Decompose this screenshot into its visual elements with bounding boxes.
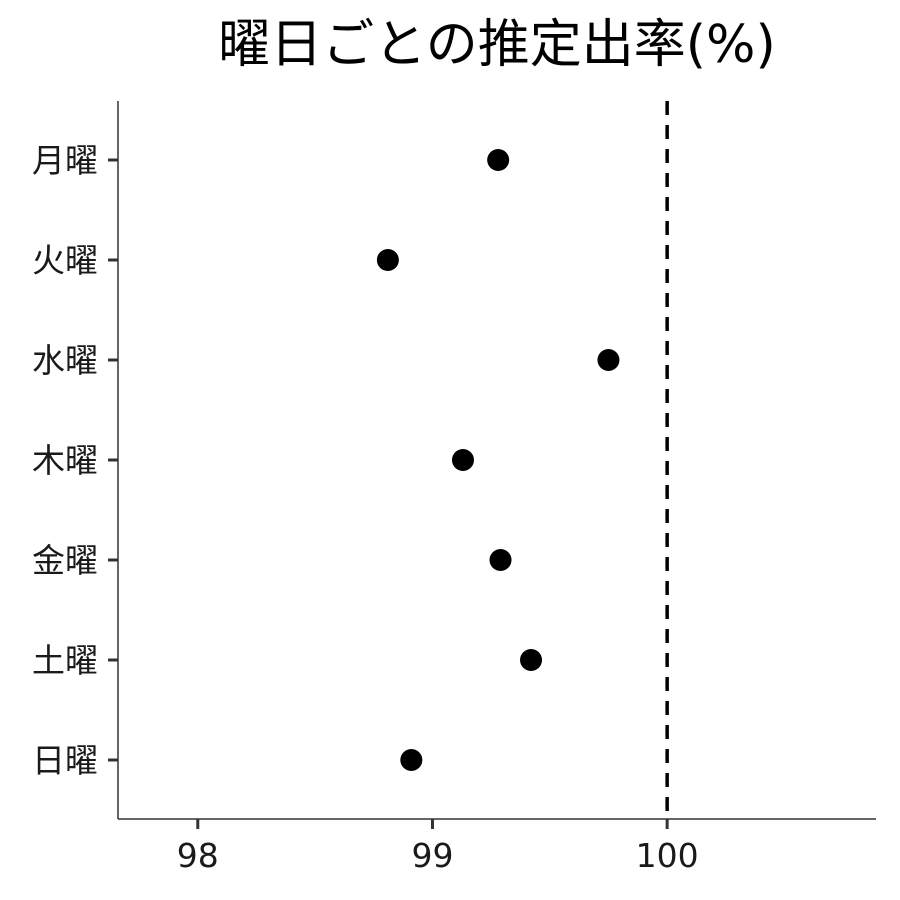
data-point — [597, 349, 620, 371]
y-tick-label: 火曜 — [32, 241, 98, 280]
chart-title: 曜日ごとの推定出率(%) — [218, 15, 775, 75]
y-tick-label: 木曜 — [32, 441, 98, 480]
x-tick-label: 100 — [636, 836, 699, 875]
y-tick-label: 水曜 — [32, 341, 98, 380]
data-point — [520, 649, 543, 671]
y-tick-label: 月曜 — [32, 141, 98, 180]
x-tick-label: 98 — [177, 836, 219, 875]
data-point — [451, 449, 474, 471]
data-point — [487, 149, 510, 171]
y-tick-label: 日曜 — [32, 741, 98, 780]
y-tick-label: 土曜 — [32, 641, 98, 680]
data-point — [489, 549, 512, 571]
y-tick-label: 金曜 — [32, 541, 98, 580]
data-points — [376, 149, 620, 771]
data-point — [400, 749, 423, 771]
x-tick-label: 99 — [411, 836, 453, 875]
data-point — [376, 249, 399, 271]
